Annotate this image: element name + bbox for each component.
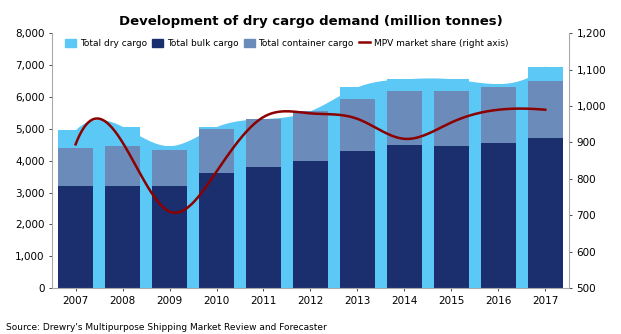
Bar (433, 146, 469, 288)
Title: Development of dry cargo demand (million tonnes): Development of dry cargo demand (million… (119, 15, 502, 28)
Bar (152, 146, 187, 288)
Bar (105, 186, 140, 288)
Bar (340, 151, 375, 288)
Bar (387, 79, 422, 288)
Bar (481, 143, 516, 288)
Bar (199, 127, 234, 288)
Bar (246, 119, 281, 167)
Bar (293, 111, 328, 161)
Bar (293, 161, 328, 288)
Bar (433, 79, 469, 288)
Bar (105, 186, 140, 288)
Bar (528, 81, 563, 138)
Bar (246, 119, 281, 167)
Bar (340, 88, 375, 288)
Bar (105, 146, 140, 186)
Bar (293, 111, 328, 288)
Bar (481, 84, 516, 288)
Bar (528, 138, 563, 288)
Bar (433, 146, 469, 288)
Text: Source: Drewry's Multipurpose Shipping Market Review and Forecaster: Source: Drewry's Multipurpose Shipping M… (6, 323, 327, 332)
Bar (199, 173, 234, 288)
Bar (293, 111, 328, 161)
Bar (152, 186, 187, 288)
Bar (199, 173, 234, 288)
Bar (58, 130, 93, 288)
Bar (387, 79, 422, 288)
Bar (58, 148, 93, 186)
Bar (58, 186, 93, 288)
Bar (340, 99, 375, 151)
Bar (481, 88, 516, 143)
Bar (387, 91, 422, 145)
Bar (152, 186, 187, 288)
Bar (528, 67, 563, 288)
Bar (152, 150, 187, 186)
Bar (293, 111, 328, 288)
Bar (433, 79, 469, 288)
Bar (528, 67, 563, 288)
Bar (246, 167, 281, 288)
Bar (293, 161, 328, 288)
Bar (387, 145, 422, 288)
Bar (105, 146, 140, 186)
Bar (340, 88, 375, 288)
Bar (199, 129, 234, 173)
Bar (246, 119, 281, 288)
Bar (481, 84, 516, 288)
Bar (340, 151, 375, 288)
Legend: Total dry cargo, Total bulk cargo, Total container cargo, MPV market share (righ: Total dry cargo, Total bulk cargo, Total… (62, 35, 512, 51)
Bar (481, 143, 516, 288)
Bar (528, 81, 563, 138)
Bar (152, 146, 187, 288)
Bar (481, 88, 516, 143)
Bar (387, 145, 422, 288)
Bar (105, 127, 140, 288)
Bar (58, 148, 93, 186)
Bar (528, 138, 563, 288)
Bar (58, 130, 93, 288)
Bar (433, 91, 469, 146)
Bar (387, 91, 422, 145)
Bar (105, 127, 140, 288)
Bar (58, 186, 93, 288)
Bar (152, 150, 187, 186)
Bar (246, 167, 281, 288)
Bar (433, 91, 469, 146)
Bar (199, 127, 234, 288)
Bar (246, 119, 281, 288)
Bar (199, 129, 234, 173)
Bar (340, 99, 375, 151)
